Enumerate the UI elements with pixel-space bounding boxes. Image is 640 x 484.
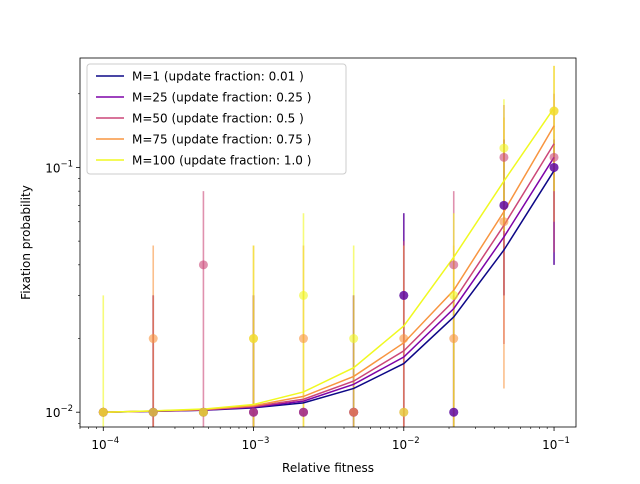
data-point [198,260,208,270]
legend-label: M=50 (update fraction: 0.5 ) [132,112,304,126]
data-point [349,334,359,344]
data-point [148,407,158,417]
x-tick-label: 10−2 [392,436,420,452]
data-point [549,162,559,172]
series-line-4 [103,107,555,413]
y-tick-label: 10−2 [45,404,73,420]
data-point [249,334,259,344]
x-tick-label: 10−4 [91,436,119,452]
legend-item: M=1 (update fraction: 0.01 ) [96,70,304,84]
data-point [449,334,459,344]
axes-frame [79,57,577,428]
legend-label: M=100 (update fraction: 1.0 ) [132,154,311,168]
x-tick-label: 10−1 [542,436,570,452]
data-point [449,407,459,417]
legend-label: M=75 (update fraction: 0.75 ) [132,133,311,147]
plot-area [98,65,559,427]
legend-item: M=50 (update fraction: 0.5 ) [96,112,304,126]
legend-label: M=1 (update fraction: 0.01 ) [132,70,304,84]
axis-ticks: 10−4 10−3 10−2 10−1 10−2 10−1 [45,93,570,452]
data-point [298,407,308,417]
legend-item: M=25 (update fraction: 0.25 ) [96,91,311,105]
data-point [499,217,509,227]
data-point [399,290,409,300]
y-axis-label: Fixation probability [19,185,33,300]
data-point [449,260,459,270]
data-point [399,334,409,344]
plot-content [98,65,559,427]
data-point [298,334,308,344]
data-point [148,334,158,344]
legend-item: M=100 (update fraction: 1.0 ) [96,154,311,168]
legend-label: M=25 (update fraction: 0.25 ) [132,91,311,105]
data-point [449,290,459,300]
data-point [98,407,108,417]
data-point [198,407,208,417]
data-point [499,143,509,153]
data-point [298,290,308,300]
legend-box [86,63,347,175]
data-points-series-4 [98,106,559,417]
y-tick-label: 10−1 [45,159,73,175]
data-point [549,106,559,116]
data-point [249,407,259,417]
data-point [399,407,409,417]
x-axis-label: Relative fitness [282,461,374,475]
data-point [499,200,509,210]
data-point [499,152,509,162]
data-point [349,407,359,417]
legend-item: M=75 (update fraction: 0.75 ) [96,133,311,147]
legend: M=1 (update fraction: 0.01 ) M=25 (update… [86,63,347,175]
data-point [549,152,559,162]
x-tick-label: 10−3 [242,436,270,452]
